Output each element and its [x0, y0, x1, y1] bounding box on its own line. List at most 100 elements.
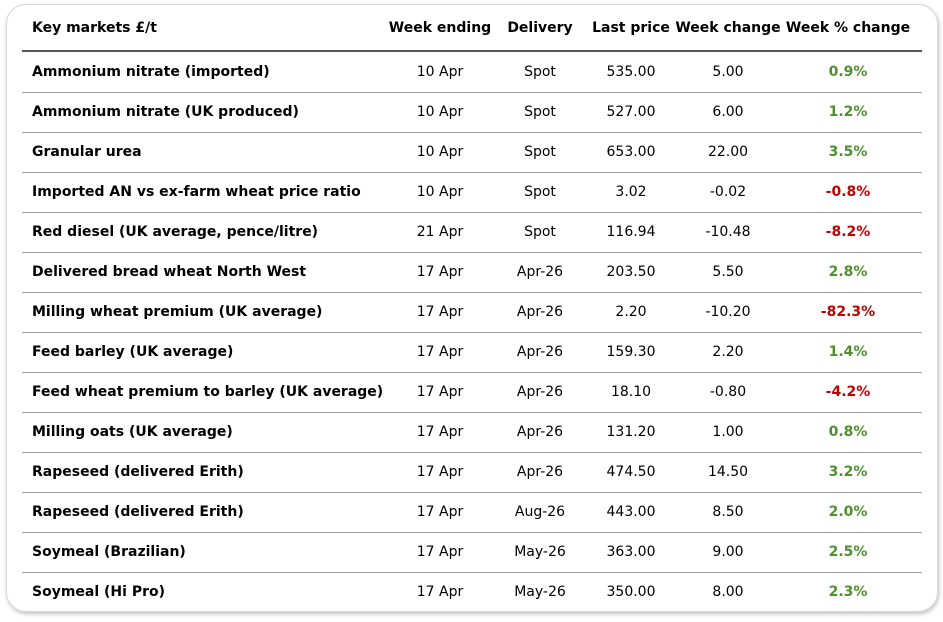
cell-value: 363.00 — [606, 544, 656, 560]
column-header: Last price — [592, 20, 670, 36]
cell-value: 159.30 — [606, 344, 656, 360]
cell-value: Apr-26 — [516, 344, 564, 360]
cell-value: -10.20 — [705, 304, 751, 320]
market-name: Feed wheat premium to barley (UK average… — [32, 384, 384, 400]
cell-value: May-26 — [514, 544, 566, 560]
header-rule — [22, 50, 922, 52]
cell-value: 22.00 — [707, 144, 749, 160]
column-header: Week change — [675, 20, 781, 36]
column-header: Week ending — [388, 20, 492, 36]
percent-change: 3.2% — [828, 464, 868, 480]
cell-value: 203.50 — [606, 264, 656, 280]
cell-value: 10 Apr — [416, 104, 464, 120]
row-separator — [22, 212, 922, 213]
market-name: Milling oats (UK average) — [32, 424, 233, 440]
cell-value: 116.94 — [606, 224, 656, 240]
percent-change: -0.8% — [825, 184, 871, 200]
column-header: Delivery — [507, 20, 573, 36]
cell-value: 2.20 — [615, 304, 647, 320]
row-separator — [22, 372, 922, 373]
cell-value: 6.00 — [712, 104, 744, 120]
cell-value: 474.50 — [606, 464, 656, 480]
row-separator — [22, 572, 922, 573]
cell-value: -10.48 — [705, 224, 751, 240]
cell-value: 10 Apr — [416, 144, 464, 160]
column-header: Key markets £/t — [32, 20, 157, 36]
cell-value: 9.00 — [712, 544, 744, 560]
cell-value: Spot — [524, 224, 556, 240]
cell-value: -0.02 — [709, 184, 747, 200]
percent-change: -82.3% — [820, 304, 876, 320]
cell-value: Apr-26 — [516, 384, 564, 400]
cell-value: 443.00 — [606, 504, 656, 520]
market-name: Rapeseed (delivered Erith) — [32, 464, 244, 480]
percent-change: 2.5% — [828, 544, 868, 560]
cell-value: Spot — [524, 104, 556, 120]
cell-value: Apr-26 — [516, 264, 564, 280]
cell-value: Spot — [524, 184, 556, 200]
row-separator — [22, 172, 922, 173]
cell-value: 2.20 — [712, 344, 744, 360]
cell-value: 653.00 — [606, 144, 656, 160]
cell-value: Apr-26 — [516, 464, 564, 480]
market-name: Rapeseed (delivered Erith) — [32, 504, 244, 520]
cell-value: 8.50 — [712, 504, 744, 520]
market-name: Delivered bread wheat North West — [32, 264, 307, 280]
cell-value: 17 Apr — [416, 304, 464, 320]
percent-change: 1.4% — [828, 344, 868, 360]
row-separator — [22, 132, 922, 133]
market-name: Granular urea — [32, 144, 142, 160]
cell-value: 17 Apr — [416, 264, 464, 280]
cell-value: 3.02 — [615, 184, 647, 200]
row-separator — [22, 412, 922, 413]
row-separator — [22, 532, 922, 533]
cell-value: 17 Apr — [416, 424, 464, 440]
cell-value: 5.00 — [712, 64, 744, 80]
cell-value: 5.50 — [712, 264, 744, 280]
market-name: Soymeal (Brazilian) — [32, 544, 186, 560]
cell-value: 131.20 — [606, 424, 656, 440]
market-name: Ammonium nitrate (imported) — [32, 64, 270, 80]
cell-value: 10 Apr — [416, 64, 464, 80]
cell-value: 1.00 — [712, 424, 744, 440]
market-name: Soymeal (Hi Pro) — [32, 584, 165, 600]
cell-value: Spot — [524, 144, 556, 160]
cell-value: 21 Apr — [416, 224, 464, 240]
cell-value: 8.00 — [712, 584, 744, 600]
percent-change: 0.8% — [828, 424, 868, 440]
percent-change: -4.2% — [825, 384, 871, 400]
market-name: Milling wheat premium (UK average) — [32, 304, 323, 320]
cell-value: Apr-26 — [516, 424, 564, 440]
market-name: Ammonium nitrate (UK produced) — [32, 104, 299, 120]
cell-value: 14.50 — [707, 464, 749, 480]
percent-change: 2.0% — [828, 504, 868, 520]
cell-value: 18.10 — [610, 384, 652, 400]
market-name: Feed barley (UK average) — [32, 344, 234, 360]
row-separator — [22, 332, 922, 333]
cell-value: 535.00 — [606, 64, 656, 80]
cell-value: 350.00 — [606, 584, 656, 600]
row-separator — [22, 452, 922, 453]
percent-change: -8.2% — [825, 224, 871, 240]
column-header: Week % change — [785, 20, 911, 36]
cell-value: Apr-26 — [516, 304, 564, 320]
market-name: Red diesel (UK average, pence/litre) — [32, 224, 319, 240]
cell-value: Spot — [524, 64, 556, 80]
percent-change: 3.5% — [828, 144, 868, 160]
percent-change: 2.3% — [828, 584, 868, 600]
cell-value: 527.00 — [606, 104, 656, 120]
cell-value: 17 Apr — [416, 584, 464, 600]
cell-value: 17 Apr — [416, 504, 464, 520]
cell-value: 10 Apr — [416, 184, 464, 200]
market-name: Imported AN vs ex-farm wheat price ratio — [32, 184, 361, 200]
cell-value: Aug-26 — [514, 504, 566, 520]
percent-change: 2.8% — [828, 264, 868, 280]
row-separator — [22, 252, 922, 253]
table-frame — [6, 4, 938, 612]
percent-change: 1.2% — [828, 104, 868, 120]
cell-value: 17 Apr — [416, 384, 464, 400]
cell-value: May-26 — [514, 584, 566, 600]
cell-value: -0.80 — [709, 384, 747, 400]
row-separator — [22, 292, 922, 293]
